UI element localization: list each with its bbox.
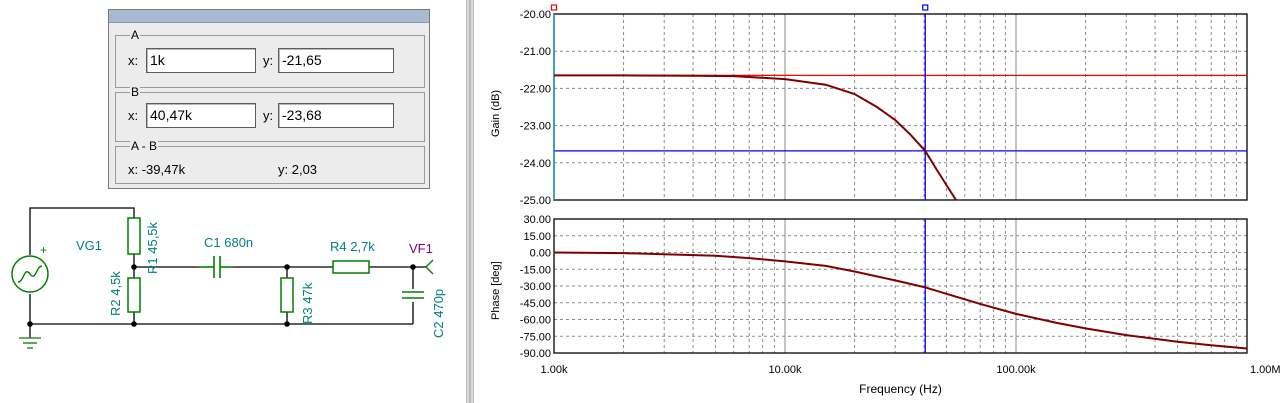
- gain-chart: -20.00 -21.00 -22.00 -23.00 -24.00 -25.00 Gai…: [490, 4, 1248, 207]
- vg1-label: VG1: [76, 238, 102, 253]
- cursor-a-x-label: x:: [128, 53, 139, 68]
- gain-curve: [554, 74, 957, 201]
- y-tick-label: -25.00: [520, 195, 551, 207]
- cursor-b-group: B x: 40,47k y: -23,68: [115, 85, 425, 142]
- cursor-b-handle[interactable]: [922, 4, 929, 11]
- cursor-a-y-label: y:: [263, 53, 274, 68]
- x-tick-label: 100.00k: [996, 364, 1036, 376]
- phase-curve: [553, 251, 1248, 350]
- y-tick-label: -22.00: [520, 83, 551, 95]
- capacitor-c2[interactable]: [402, 291, 424, 299]
- y-tick-label: -90.00: [520, 348, 551, 360]
- series-line: [553, 251, 1248, 350]
- gain-grid: [553, 13, 1248, 201]
- series-line: [554, 74, 957, 201]
- y-tick-label: -23.00: [520, 121, 551, 133]
- phase-chart: 30.00 15.00 0.00 -15.00 -30.00 -45.00 -60.00 -7…: [490, 214, 1280, 396]
- cursor-a-handle[interactable]: [550, 4, 558, 11]
- cursor-b-group-label: B: [130, 85, 141, 99]
- y-tick-label: -15.00: [520, 264, 551, 276]
- c2-label: C2 470p: [431, 289, 446, 338]
- resistor-r2[interactable]: [127, 277, 141, 313]
- phase-y-tick-labels: 30.00 15.00 0.00 -15.00 -30.00 -45.00 -60.00 -7…: [520, 214, 551, 360]
- y-tick-label: -21.00: [520, 46, 551, 58]
- vf1-label: VF1: [409, 241, 433, 256]
- source-plus-sign: +: [40, 243, 47, 257]
- y-tick-label: -30.00: [520, 281, 551, 293]
- cursor-a-x-field[interactable]: 1k: [146, 48, 256, 73]
- y-tick-label: 0.00: [530, 248, 551, 260]
- y-tick-label: -45.00: [520, 298, 551, 310]
- bode-plot: -20.00 -21.00 -22.00 -23.00 -24.00 -25.00 Gai…: [478, 0, 1280, 403]
- y-tick-label: 15.00: [523, 231, 551, 243]
- wire-top: [29, 207, 135, 255]
- pane-splitter[interactable]: [466, 0, 474, 403]
- wire-ground-rail: [29, 294, 413, 325]
- panel-title-bar[interactable]: [109, 10, 429, 23]
- phase-axis-label: Phase [deg]: [490, 261, 502, 320]
- gain-y-tick-labels: -20.00 -21.00 -22.00 -23.00 -24.00 -25.00: [520, 9, 551, 207]
- resistor-r3[interactable]: [280, 277, 294, 313]
- junction-dots: [27, 264, 416, 327]
- plot-frame: [553, 218, 1248, 354]
- circuit-schematic: + VG1 R1 45,5k R2 4,5k C1 680n R3 47k R4…: [11, 207, 446, 349]
- signal-generator-icon[interactable]: [11, 255, 49, 293]
- r2-label: R2 4,5k: [108, 271, 123, 316]
- r1-label: R1 45,5k: [145, 221, 160, 274]
- y-tick-label: -20.00: [520, 9, 551, 21]
- cursor-readout-panel: A x: 1k y: -21,65 B x: 40,47k y: -23,68 …: [108, 9, 430, 189]
- cursor-b-x-label: x:: [128, 108, 139, 123]
- resistor-r4[interactable]: [332, 260, 370, 274]
- gain-axis-label: Gain (dB): [490, 90, 502, 137]
- cursor-a-group: A x: 1k y: -21,65: [115, 28, 425, 88]
- cursor-b-x-field[interactable]: 40,47k: [146, 103, 256, 128]
- r3-label: R3 47k: [300, 282, 315, 324]
- r4-label: R4 2,7k: [330, 239, 375, 254]
- x-tick-label: 1.00M: [1250, 364, 1280, 376]
- voltage-probe-icon[interactable]: [425, 259, 434, 275]
- cursor-a-group-label: A: [130, 28, 141, 42]
- cursor-b-y-label: y:: [263, 108, 274, 123]
- ground-icon: [19, 337, 41, 349]
- c1-label: C1 680n: [204, 235, 253, 250]
- y-tick-label: -75.00: [520, 331, 551, 343]
- frequency-axis-label: Frequency (Hz): [859, 382, 942, 396]
- cursor-diff-group-label: A - B: [130, 139, 159, 153]
- cursor-diff-group: A - B x: -39,47k y: 2,03: [115, 139, 425, 184]
- y-tick-label: -60.00: [520, 315, 551, 327]
- x-tick-label: 1.00k: [541, 364, 568, 376]
- cursor-a-y-field[interactable]: -21,65: [278, 48, 394, 73]
- capacitor-c1[interactable]: [199, 256, 233, 278]
- resistor-r1[interactable]: [127, 217, 141, 255]
- phase-x-tick-labels: 1.00k 10.00k 100.00k 1.00M: [541, 364, 1280, 376]
- phase-grid: [553, 218, 1248, 354]
- cursor-diff-y-value: y: 2,03: [278, 162, 318, 177]
- x-tick-label: 10.00k: [768, 364, 802, 376]
- cursor-b-y-field[interactable]: -23,68: [278, 103, 394, 128]
- y-tick-label: 30.00: [523, 214, 551, 226]
- cursor-diff-x-value: x: -39,47k: [128, 162, 186, 177]
- y-tick-label: -24.00: [520, 158, 551, 170]
